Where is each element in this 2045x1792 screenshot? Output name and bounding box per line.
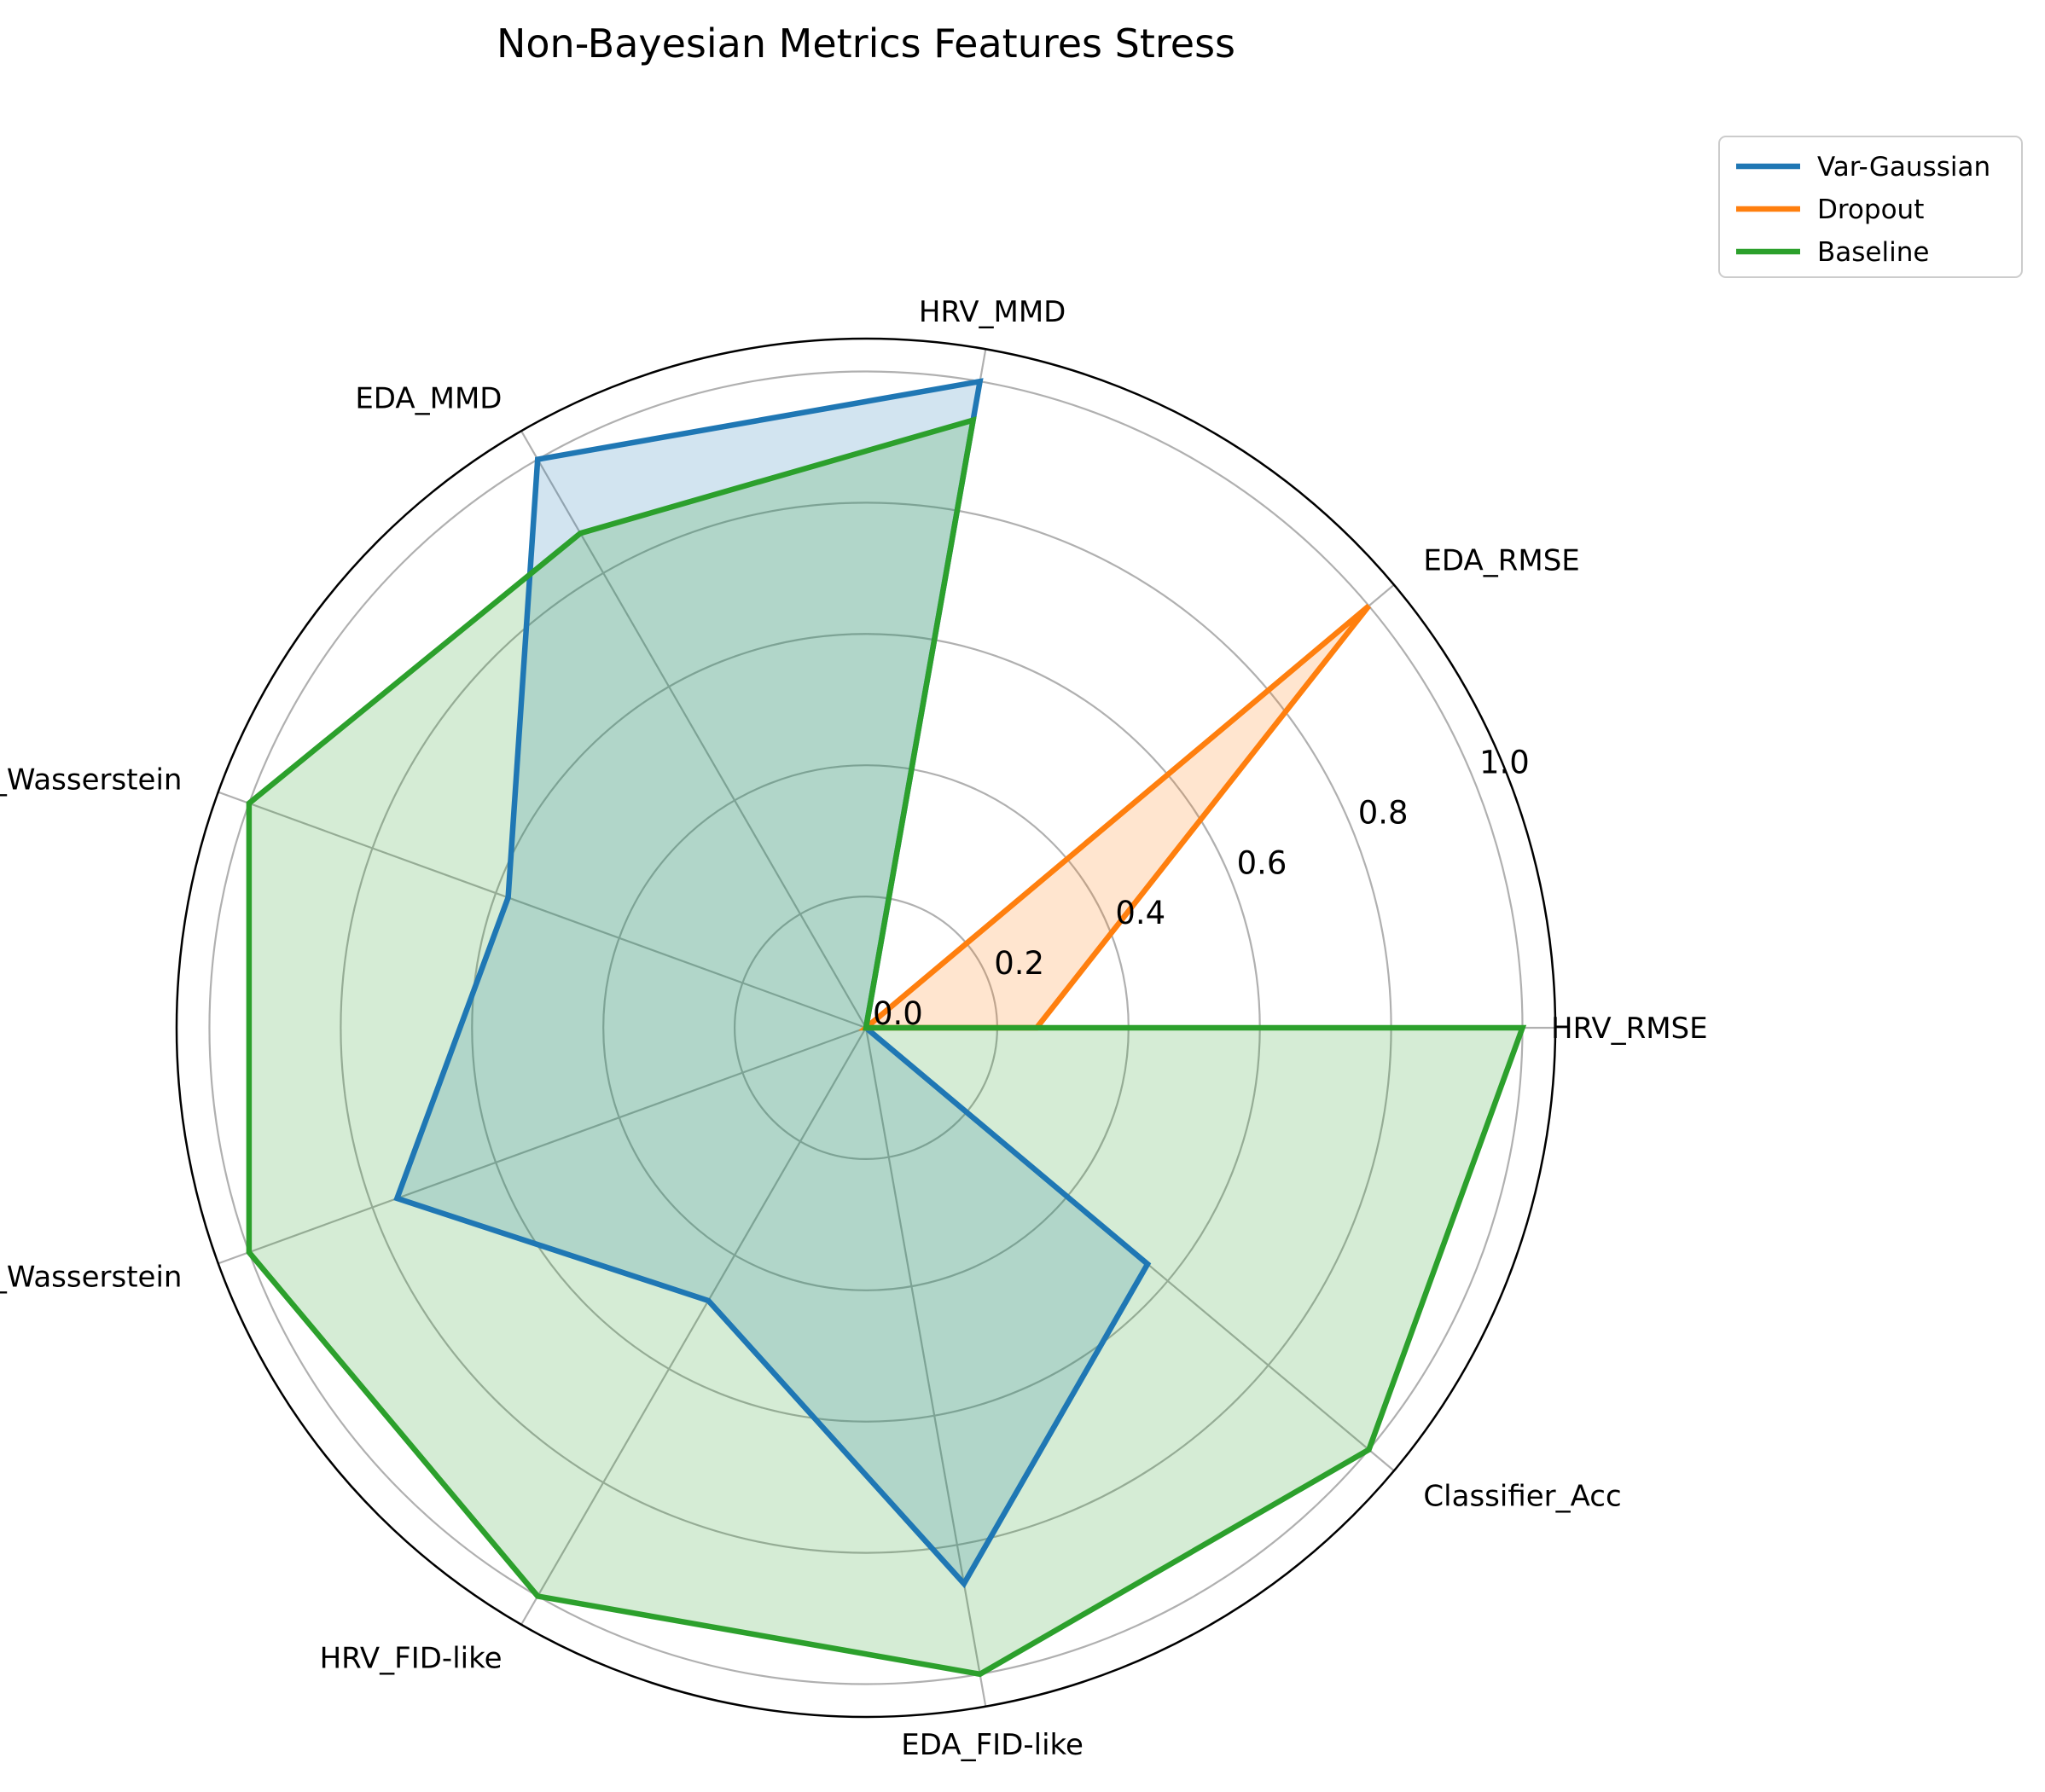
rtick-label-5: 1.0: [1479, 745, 1530, 781]
legend: Var-Gaussian Dropout Baseline: [1718, 136, 2023, 278]
axis-label-hrv_mmd: HRV_MMD: [919, 295, 1066, 329]
axis-label-hrv_rmse: HRV_RMSE: [1551, 1012, 1708, 1046]
axis-label-eda_fid-like: EDA_FID-like: [901, 1728, 1084, 1762]
grid-spoke-7: [864, 1027, 987, 1707]
rtick-label-1: 0.2: [994, 945, 1044, 982]
grid-spoke-6: [520, 1027, 867, 1626]
chart-title: Non-Bayesian Metrics Features Stress: [497, 20, 1235, 67]
legend-label-2: Baseline: [1817, 237, 1929, 268]
axis-label-eda_wasserstein: EDA_Wasserstein: [0, 1261, 182, 1295]
axis-label-eda_mmd: EDA_MMD: [355, 381, 502, 415]
legend-label-1: Dropout: [1817, 194, 1924, 225]
rtick-label-0: 0.0: [873, 995, 923, 1032]
series-line-0: [393, 378, 1152, 1589]
series-lines: [246, 378, 1527, 1678]
grid-spoke-3: [520, 430, 867, 1029]
axis-label-hrv_wasserstein: HRV_Wasserstein: [0, 763, 182, 797]
rtick-label-4: 0.8: [1358, 794, 1409, 831]
axis-labels: 0.0 0.2 0.4 0.6 0.8 1.0 HRV_RMSE EDA_RMSE HRV_MM…: [0, 295, 1708, 1762]
polar-frame: [175, 337, 1557, 1719]
grid-spoke-4: [218, 791, 867, 1029]
axis-label-classifier_acc: Classifier_Acc: [1423, 1479, 1621, 1513]
legend-label-0: Var-Gaussian: [1817, 152, 1990, 183]
rtick-label-2: 0.4: [1115, 895, 1165, 931]
series-line-2: [246, 416, 1527, 1678]
series-fill-0: [397, 381, 1148, 1584]
legend-box: [1718, 136, 2023, 278]
axis-label-eda_rmse: EDA_RMSE: [1423, 544, 1579, 578]
axis-label-hrv_fid-like: HRV_FID-like: [320, 1642, 503, 1676]
rtick-label-3: 0.6: [1237, 844, 1287, 881]
grid-spoke-5: [218, 1026, 867, 1265]
series-line-1: [858, 603, 1372, 1031]
